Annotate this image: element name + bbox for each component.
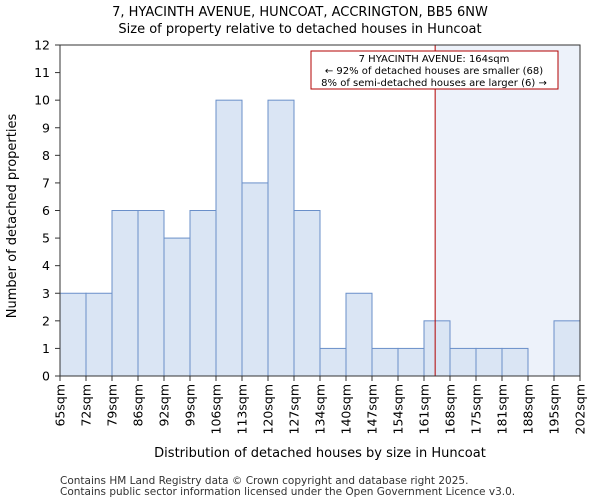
x-tick-label: 154sqm — [391, 384, 406, 434]
annotation-line-3: 8% of semi-detached houses are larger (6… — [321, 78, 547, 89]
x-tick-label: 99sqm — [183, 384, 198, 427]
bars — [59, 99, 581, 377]
x-tick-label: 161sqm — [417, 384, 432, 434]
bar-86sqm — [137, 210, 165, 377]
y-tick-label: 3 — [42, 286, 50, 301]
y-tick-label: 8 — [42, 148, 50, 163]
bar-113sqm — [241, 182, 269, 377]
x-tick-label: 65sqm — [53, 384, 68, 427]
y-tick-label: 0 — [42, 369, 50, 384]
annotation-line-2: ← 92% of detached houses are smaller (68… — [325, 66, 543, 77]
x-tick-label: 134sqm — [313, 384, 328, 434]
bar-92sqm — [163, 237, 191, 377]
bar-181sqm — [501, 347, 529, 377]
bar-147sqm — [371, 347, 399, 377]
bar-72sqm — [85, 292, 113, 377]
x-tick-label: 120sqm — [261, 384, 276, 434]
bar-134sqm — [319, 347, 347, 377]
x-tick-label: 72sqm — [79, 384, 94, 427]
y-tick-label: 11 — [34, 65, 50, 80]
x-tick-label: 92sqm — [157, 384, 172, 427]
annotation-box: 7 HYACINTH AVENUE: 164sqm ← 92% of detac… — [310, 50, 559, 90]
y-tick-label: 9 — [42, 120, 50, 135]
chart-subtitle: Size of property relative to detached ho… — [118, 22, 481, 37]
y-axis-label: Number of detached properties — [5, 114, 20, 319]
y-tick-label: 2 — [42, 313, 50, 328]
y-tick-label: 1 — [42, 341, 50, 356]
y-tick-label: 10 — [34, 93, 50, 108]
x-tick-label: 168sqm — [443, 384, 458, 434]
x-tick-label: 140sqm — [339, 384, 354, 434]
footer-line-2: Contains public sector information licen… — [60, 486, 515, 498]
x-tick-label: 181sqm — [495, 384, 510, 434]
y-tick-label: 12 — [34, 38, 50, 53]
bar-106sqm — [215, 99, 243, 377]
x-tick-label: 188sqm — [521, 384, 536, 434]
x-tick-label: 106sqm — [209, 384, 224, 434]
bar-127sqm — [293, 210, 321, 377]
bar-154sqm — [397, 347, 425, 377]
x-tick-label: 79sqm — [105, 384, 120, 427]
footer-line-1: Contains HM Land Registry data © Crown c… — [60, 475, 468, 487]
x-tick-label: 86sqm — [131, 384, 146, 427]
bar-168sqm — [449, 347, 477, 377]
x-tick-label: 195sqm — [547, 384, 562, 434]
bar-120sqm — [267, 99, 295, 377]
y-tick-label: 6 — [42, 203, 50, 218]
bar-65sqm — [59, 292, 87, 377]
chart-title: 7, HYACINTH AVENUE, HUNCOAT, ACCRINGTON,… — [112, 5, 488, 20]
annotation-border — [310, 50, 559, 90]
bar-140sqm — [345, 292, 373, 377]
y-tick-label: 5 — [42, 231, 50, 246]
bar-175sqm — [475, 347, 503, 377]
x-tick-label: 127sqm — [287, 384, 302, 434]
bar-99sqm — [189, 210, 217, 377]
x-tick-label: 147sqm — [365, 384, 380, 434]
x-tick-label: 202sqm — [573, 384, 588, 434]
y-tick-label: 4 — [42, 258, 50, 273]
bar-161sqm — [423, 320, 451, 377]
y-tick-label: 7 — [42, 175, 50, 190]
x-axis-label: Distribution of detached houses by size … — [154, 446, 486, 461]
x-tick-label: 175sqm — [469, 384, 484, 434]
bar-195sqm — [553, 320, 581, 377]
bar-79sqm — [111, 210, 139, 377]
x-tick-label: 113sqm — [235, 384, 250, 434]
annotation-line-1: 7 HYACINTH AVENUE: 164sqm — [359, 54, 510, 65]
x-axis-ticks: 65sqm 72sqm 79sqm 86sqm 92sqm 99sqm 106sqm 113s… — [53, 376, 588, 434]
